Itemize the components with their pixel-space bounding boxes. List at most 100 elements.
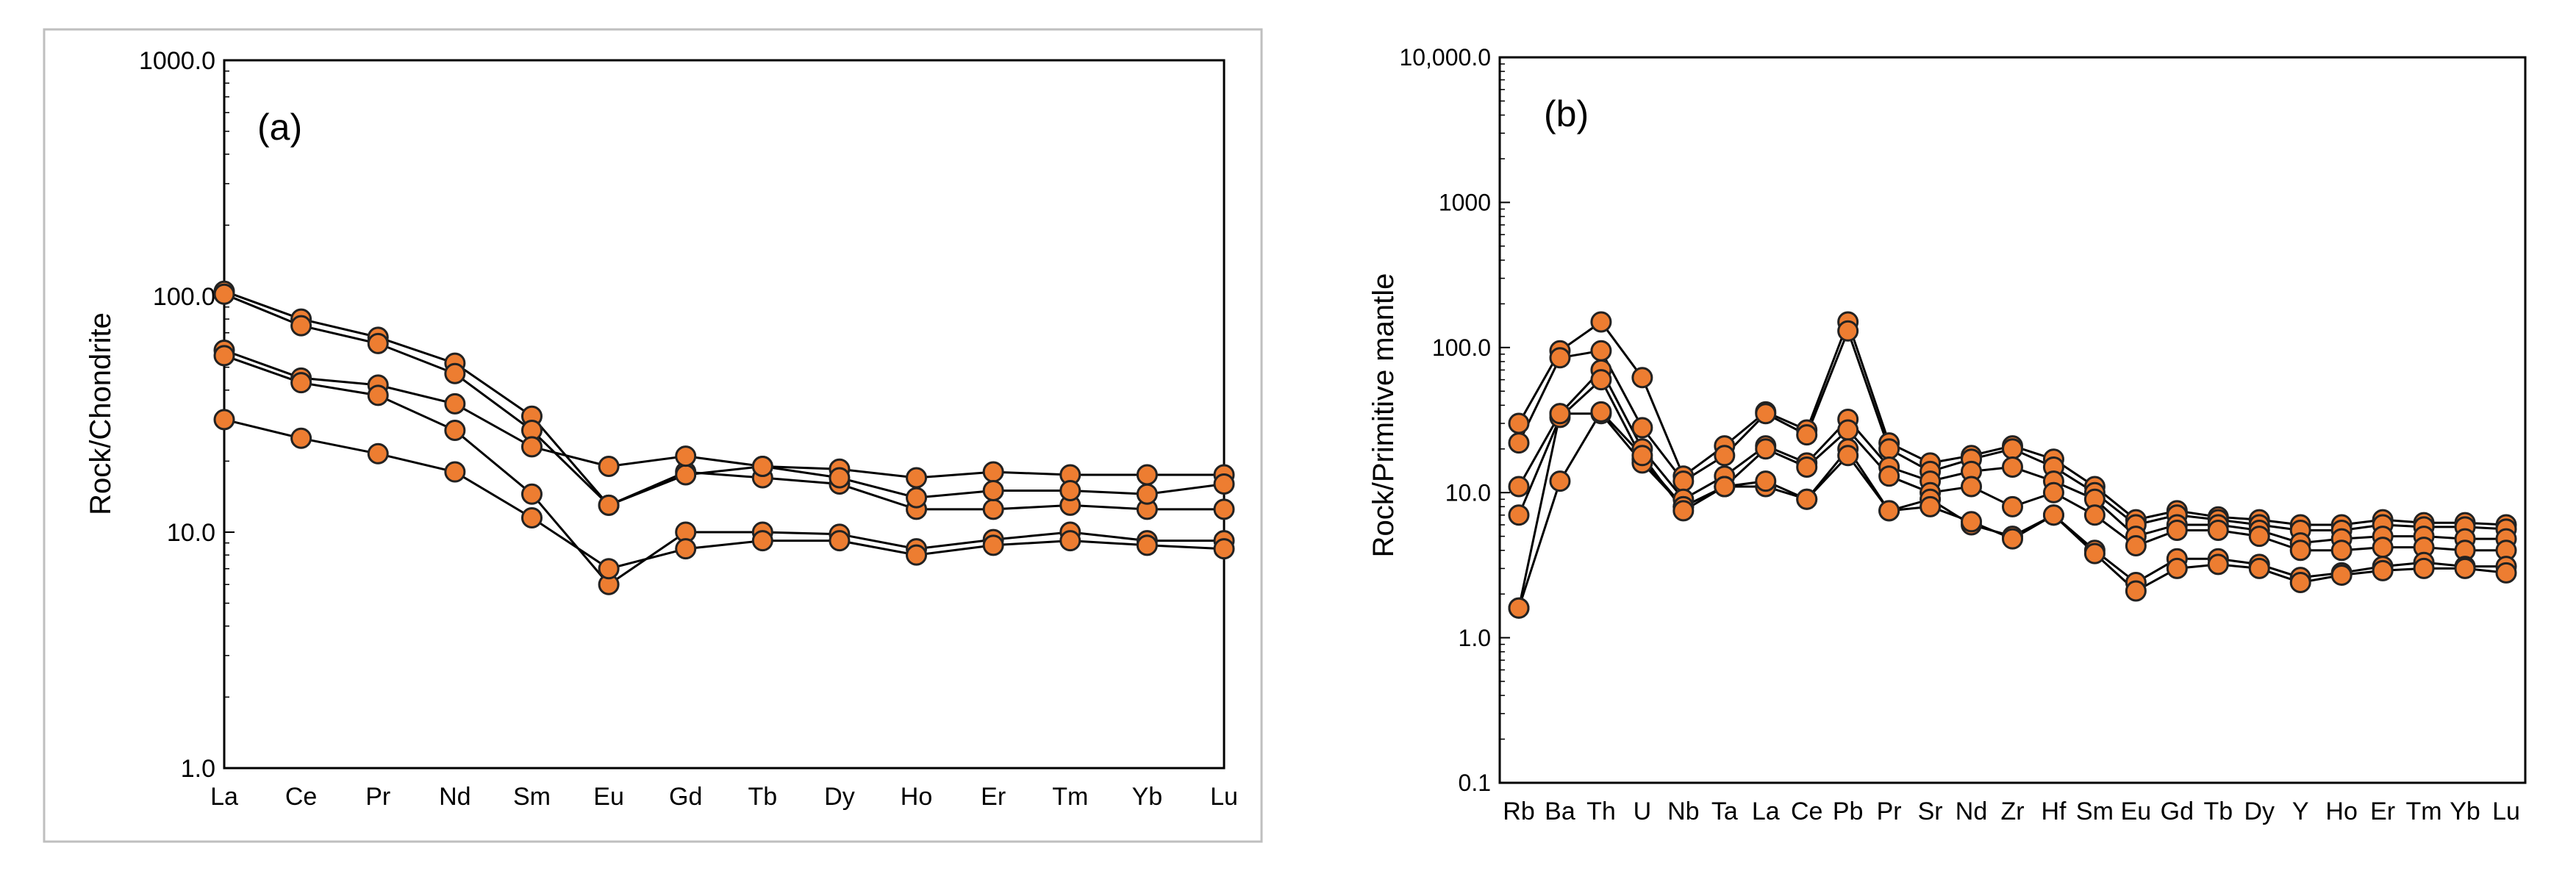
chart-a-data-point: [1059, 530, 1081, 552]
chart-b: (b) Rock/Primitive mantle 0.1 1.0 10.0 100.…: [1367, 44, 2527, 825]
chart-b-data-point: [1714, 445, 1736, 467]
chart-b-x-tick-label: Nb: [1667, 797, 1699, 825]
chart-b-series-line: [1517, 318, 2507, 526]
chart-a-x-ticks: La Ce Pr Nd Sm Eu Gd Tb Dy Ho Er Tm Yb Lu: [210, 783, 1238, 811]
chart-b-data-point: [2002, 456, 2023, 478]
chart-b-x-tick-label: Rb: [1503, 797, 1534, 825]
chart-b-data-point: [2330, 564, 2353, 586]
chart-a-data-point: [367, 332, 389, 354]
chart-b-x-tick-label: Zr: [2000, 797, 2024, 825]
chart-a-data-point: [751, 530, 773, 552]
chart-b-data-point: [2125, 580, 2147, 602]
chart-b-data-point: [1590, 340, 1612, 362]
chart-b-data-point: [1631, 417, 1653, 439]
chart-b-data-point: [2002, 495, 2023, 517]
chart-b-x-tick-label: Tm: [2406, 797, 2442, 825]
chart-b-plot-area: [1498, 56, 2527, 784]
chart-b-x-tick-label: Ta: [1711, 797, 1738, 825]
chart-a-x-tick-label: Er: [981, 783, 1006, 811]
chart-a-x-tick-label: Sm: [513, 783, 551, 811]
chart-b-data-point: [1590, 401, 1612, 423]
chart-b-x-tick-label: Dy: [2244, 797, 2275, 825]
chart-a-data-point: [367, 442, 389, 465]
chart-a-x-tick-label: Dy: [824, 783, 855, 811]
chart-b-data-point: [1549, 403, 1571, 425]
chart-b-data-point: [2166, 519, 2188, 541]
chart-b-data-point: [2083, 504, 2105, 526]
chart-b-x-tick-label: Pr: [1877, 797, 1902, 825]
chart-a-y-ticks: 1.0 10.0 100.0 1000.0: [139, 47, 235, 783]
chart-a-panel-label: (a): [257, 107, 302, 148]
chart-b-data-point: [1961, 511, 1983, 533]
chart-a-data-point: [906, 467, 928, 489]
chart-a-data-point: [520, 483, 543, 505]
chart-a-y-tick-label: 100.0: [153, 283, 215, 311]
chart-a-data-point: [290, 315, 312, 337]
chart-b-data-point: [2207, 519, 2229, 541]
chart-b-panel-label: (b): [1544, 93, 1589, 135]
chart-b-y-tick-label: 1.0: [1459, 625, 1491, 651]
chart-b-data-point: [1714, 476, 1736, 498]
chart-b-data-point: [1837, 419, 1859, 441]
chart-a-data-point: [1213, 498, 1235, 520]
chart-a-x-tick-label: Gd: [669, 783, 702, 811]
chart-b-x-tick-label: Y: [2292, 797, 2309, 825]
chart-b-data-point: [1878, 438, 1900, 460]
chart-b-data-point: [2413, 557, 2435, 579]
chart-a-data-point: [829, 530, 851, 552]
chart-a-data-point: [598, 494, 620, 516]
chart-a-data-point: [444, 461, 466, 483]
chart-a-series-line: [223, 293, 1224, 507]
chart-b-data-point: [1796, 456, 1818, 478]
panel-a-frame: [43, 28, 1263, 843]
chart-b-data-point: [2207, 553, 2229, 576]
chart-b-data-point: [1672, 500, 1695, 522]
chart-a-x-tick-label: La: [210, 783, 238, 811]
chart-b-x-tick-label: Pb: [1833, 797, 1864, 825]
chart-b-x-tick-label: Sm: [2076, 797, 2114, 825]
chart-b-data-point: [1796, 488, 1818, 510]
chart-b-x-tick-label: Nd: [1956, 797, 1987, 825]
chart-a-data-point: [1213, 473, 1235, 495]
chart-b-data-point: [2289, 572, 2311, 594]
chart-a-data-point: [982, 461, 1004, 483]
chart-a-data-point: [829, 467, 851, 489]
chart-b-y-tick-label: 1000: [1439, 190, 1491, 216]
chart-a-data-point: [675, 464, 697, 486]
chart-a-data-point: [444, 420, 466, 442]
chart-b-data-point: [1796, 424, 1818, 446]
chart-b-data-point: [1672, 470, 1695, 492]
chart-b-data-point: [1878, 465, 1900, 487]
chart-a-data-point: [675, 445, 697, 467]
chart-b-data-point: [2495, 562, 2517, 584]
chart-a: (a) Rock/Chondrite 1.0 10.0 100.0 1000.0 La…: [85, 47, 1238, 811]
chart-b-x-tick-label: Ho: [2325, 797, 2357, 825]
chart-a-data-point: [982, 498, 1004, 520]
chart-a-data-point: [213, 283, 235, 305]
chart-a-x-tick-label: Eu: [593, 783, 624, 811]
chart-b-data-point: [1961, 476, 1983, 498]
chart-b-data-point: [2248, 526, 2270, 548]
chart-a-data-point: [290, 372, 312, 394]
chart-b-data-point: [1837, 445, 1859, 467]
chart-b-x-tick-label: La: [1752, 797, 1780, 825]
chart-b-data-point: [1590, 311, 1612, 333]
chart-a-series-line: [223, 354, 1224, 587]
chart-a-plot-area: [223, 59, 1226, 770]
chart-a-data-point: [1136, 483, 1158, 505]
chart-a-data-point: [213, 409, 235, 431]
chart-a-x-tick-label: Ce: [285, 783, 317, 811]
chart-b-y-tick-label: 100.0: [1432, 334, 1491, 361]
chart-a-data-point: [213, 345, 235, 367]
chart-b-x-tick-label: Eu: [2121, 797, 2152, 825]
chart-b-data-point: [1549, 347, 1571, 369]
chart-a-series: [213, 280, 1235, 595]
chart-a-y-tick-label: 10.0: [167, 519, 215, 547]
chart-a-series-line: [223, 418, 1225, 570]
chart-a-data-point: [1213, 538, 1235, 560]
chart-b-x-tick-label: Hf: [2041, 797, 2067, 825]
chart-b-x-tick-label: U: [1634, 797, 1652, 825]
chart-b-data-point: [1755, 438, 1777, 460]
chart-b-x-tick-label: Er: [2370, 797, 2395, 825]
chart-b-series: [1508, 311, 2517, 619]
